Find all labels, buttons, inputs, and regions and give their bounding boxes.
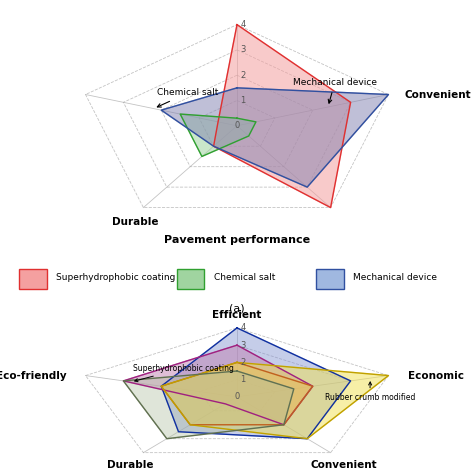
Text: 4: 4 (240, 323, 246, 332)
Text: Mechanical device: Mechanical device (293, 78, 377, 103)
Polygon shape (214, 25, 351, 208)
Text: Convenient: Convenient (404, 90, 471, 100)
Text: Superhydrophobic coating: Superhydrophobic coating (134, 364, 234, 382)
Text: Durable: Durable (108, 459, 154, 470)
Bar (177, 269, 204, 289)
Polygon shape (161, 88, 389, 187)
Text: 1: 1 (240, 96, 246, 105)
Bar (18, 269, 46, 289)
Text: 2: 2 (240, 358, 246, 367)
Polygon shape (161, 328, 351, 439)
Text: Chemical salt: Chemical salt (214, 273, 275, 283)
Text: Chemical salt: Chemical salt (157, 89, 219, 107)
Text: 4: 4 (240, 20, 246, 29)
Text: Eco-friendly: Eco-friendly (0, 371, 66, 381)
Text: Convenient: Convenient (310, 459, 377, 470)
Text: Economic: Economic (408, 371, 464, 381)
Text: 2: 2 (240, 71, 246, 80)
Text: (a): (a) (229, 303, 245, 313)
Polygon shape (123, 371, 294, 439)
Polygon shape (161, 363, 313, 425)
Text: Pavement performance: Pavement performance (164, 235, 310, 245)
Text: Rubber crumb modified: Rubber crumb modified (325, 382, 415, 402)
Polygon shape (123, 345, 313, 425)
Polygon shape (180, 114, 256, 156)
Text: Efficient: Efficient (212, 310, 262, 320)
Text: 0: 0 (234, 121, 240, 130)
Polygon shape (161, 363, 389, 439)
Bar (316, 269, 344, 289)
Text: Superhydrophobic coating: Superhydrophobic coating (56, 273, 175, 283)
Text: 3: 3 (240, 341, 246, 350)
Text: 0: 0 (234, 392, 240, 401)
Text: 1: 1 (240, 375, 246, 384)
Text: Mechanical device: Mechanical device (353, 273, 437, 283)
Text: 3: 3 (240, 46, 246, 55)
Text: Durable: Durable (112, 217, 159, 227)
